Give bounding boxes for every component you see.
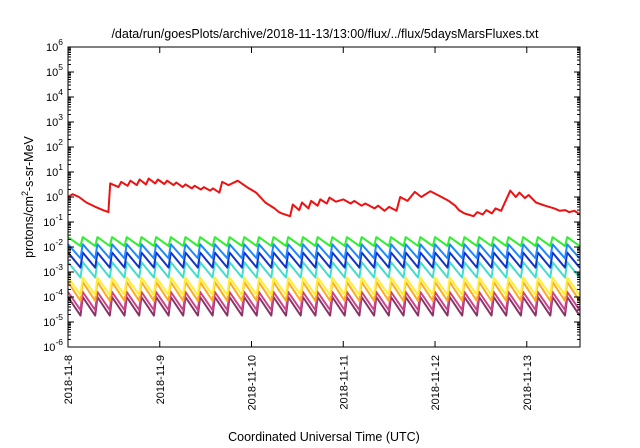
x-axis: 2018-11-8 2018-11-9 2018-11-10 2018-11-11 20… [63, 47, 534, 410]
series-line-band-3 [67, 276, 581, 296]
y-tick-exponent: -5 [55, 312, 63, 322]
y-tick-exponent: -4 [55, 287, 63, 297]
y-tick-base: 10 [46, 142, 58, 154]
y-tick-label: 106 [46, 37, 63, 54]
y-axis-label-sup: 2 [20, 191, 30, 196]
y-tick-base: 10 [43, 317, 55, 329]
y-tick-base: 10 [46, 67, 58, 79]
y-tick-exponent: -2 [55, 237, 63, 247]
y-tick-base: 10 [43, 242, 55, 254]
y-tick-exponent: -3 [55, 262, 63, 272]
y-tick-base: 10 [46, 42, 58, 54]
y-tick-base: 10 [43, 342, 55, 354]
x-tick-label: 2018-11-11 [338, 355, 350, 410]
series-line-band-7 [67, 236, 581, 247]
y-tick-label: 103 [46, 112, 63, 129]
y-tick-label: 100 [46, 187, 63, 204]
y-tick-exponent: 3 [58, 112, 63, 122]
y-tick-exponent: 4 [58, 87, 63, 97]
y-tick-base: 10 [46, 117, 58, 129]
x-tick-label: 2018-11-8 [63, 355, 75, 404]
y-axis-label-base: protons/cm [22, 196, 36, 258]
y-axis-label-rest: -s-sr-MeV [22, 135, 36, 191]
x-tick-label: 2018-11-12 [430, 355, 442, 410]
y-tick-label: 104 [46, 87, 63, 104]
y-tick-base: 10 [43, 267, 55, 279]
y-tick-label: 102 [46, 137, 63, 154]
y-tick-exponent: 0 [58, 187, 63, 197]
y-tick-exponent: -1 [55, 212, 63, 222]
y-tick-label: 101 [46, 162, 63, 179]
y-tick-label: 105 [46, 62, 63, 79]
series-line-band-4 [67, 261, 581, 279]
x-axis-label: Coordinated Universal Time (UTC) [228, 430, 420, 444]
x-tick-label: 2018-11-9 [155, 355, 167, 404]
y-tick-base: 10 [46, 192, 58, 204]
y-tick-label: 10-5 [43, 312, 63, 329]
y-tick-exponent: 6 [58, 37, 63, 47]
y-axis-label: protons/cm2-s-sr-MeV [20, 135, 36, 257]
y-tick-exponent: 1 [58, 162, 63, 172]
series-line-main-0 [67, 177, 581, 218]
x-tick-label: 2018-11-13 [522, 355, 534, 410]
y-tick-base: 10 [46, 167, 58, 179]
series-layer [67, 177, 581, 317]
x-tick-label: 2018-11-10 [247, 355, 259, 410]
y-tick-exponent: -6 [55, 337, 63, 347]
y-tick-label: 10-4 [43, 287, 63, 304]
y-tick-base: 10 [43, 292, 55, 304]
y-axis: 10-610-510-410-310-210-11001011021031041… [43, 37, 580, 354]
y-tick-base: 10 [43, 217, 55, 229]
chart-title: /data/run/goesPlots/archive/2018-11-13/1… [111, 27, 539, 41]
y-tick-label: 10-3 [43, 262, 63, 279]
series-line-band-1 [67, 290, 581, 312]
y-tick-base: 10 [46, 92, 58, 104]
series-line-band-6 [67, 243, 581, 260]
y-tick-exponent: 2 [58, 137, 63, 147]
series-line-band-5 [67, 251, 581, 269]
y-tick-exponent: 5 [58, 62, 63, 72]
y-tick-label: 10-1 [43, 212, 63, 229]
y-tick-label: 10-6 [43, 337, 63, 354]
y-tick-label: 10-2 [43, 237, 63, 254]
